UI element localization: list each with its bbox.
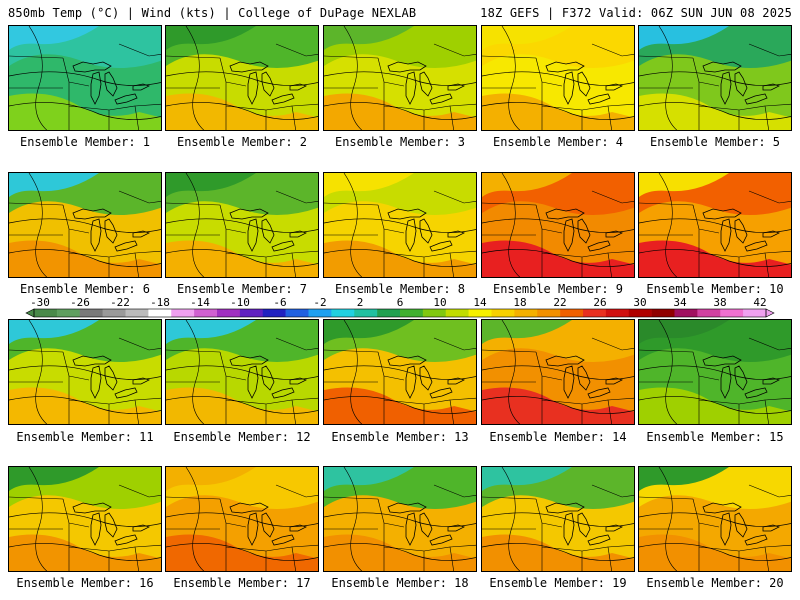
colorbar-swatch — [262, 309, 286, 317]
colorbar-swatch — [331, 309, 355, 317]
ensemble-member-map — [481, 25, 635, 131]
ensemble-member-map — [638, 319, 792, 425]
ensemble-member-map — [8, 25, 162, 131]
ensemble-member-label: Ensemble Member: 15 — [646, 430, 784, 444]
colorbar-swatch — [491, 309, 515, 317]
colorbar-tick-label: -2 — [313, 296, 327, 309]
colorbar-swatch — [514, 309, 538, 317]
header-run-info: 18Z GEFS | F372 Valid: 06Z SUN JUN 08 20… — [480, 6, 792, 20]
colorbar-tick-label: 14 — [473, 296, 487, 309]
ensemble-member-label: Ensemble Member: 20 — [646, 576, 784, 590]
colorbar-swatch — [422, 309, 447, 317]
colorbar-tick-label: 26 — [593, 296, 607, 309]
ensemble-member-label: Ensemble Member: 14 — [489, 430, 627, 444]
colorbar-swatch — [537, 309, 561, 317]
colorbar-swatch — [79, 309, 103, 317]
ensemble-member-label: Ensemble Member: 18 — [331, 576, 469, 590]
colorbar-swatch — [651, 309, 675, 317]
ensemble-member-map — [165, 466, 319, 572]
colorbar-swatch — [56, 309, 81, 317]
colorbar-tick-label: 18 — [513, 296, 527, 309]
ensemble-member-label: Ensemble Member: 9 — [492, 282, 624, 296]
ensemble-member-label: Ensemble Member: 12 — [173, 430, 311, 444]
colorbar-swatch — [308, 309, 332, 317]
colorbar-swatch — [239, 309, 264, 317]
colorbar-swatch — [560, 309, 584, 317]
colorbar-swatch — [102, 309, 126, 317]
colorbar-swatch — [354, 309, 378, 317]
ensemble-member-map — [8, 172, 162, 278]
ensemble-member-label: Ensemble Member: 8 — [334, 282, 466, 296]
ensemble-member-label: Ensemble Member: 4 — [492, 135, 624, 149]
ensemble-member-map — [481, 172, 635, 278]
ensemble-member-label: Ensemble Member: 17 — [173, 576, 311, 590]
ensemble-member-map — [323, 172, 477, 278]
ensemble-member-map — [638, 172, 792, 278]
ensemble-member-label: Ensemble Member: 16 — [16, 576, 154, 590]
colorbar-swatch — [697, 309, 721, 317]
ensemble-member-label: Ensemble Member: 13 — [331, 430, 469, 444]
header-title: 850mb Temp (°C) | Wind (kts) | College o… — [8, 6, 417, 20]
colorbar-swatch — [400, 309, 424, 317]
ensemble-member-label: Ensemble Member: 19 — [489, 576, 627, 590]
ensemble-member-map — [165, 172, 319, 278]
colorbar-tick-label: -22 — [110, 296, 130, 309]
temperature-colorbar: -30 -26 -22 -18 -14 -10 -6 -2 2 6 10 14 18 22 26 30 34 38… — [0, 296, 800, 320]
colorbar-swatch — [125, 309, 149, 317]
colorbar-tick-label: -30 — [30, 296, 50, 309]
colorbar-swatch — [285, 309, 309, 317]
ensemble-member-label: Ensemble Member: 6 — [19, 282, 151, 296]
colorbar-tick-label: -26 — [70, 296, 90, 309]
colorbar-swatch — [720, 309, 744, 317]
colorbar-swatch — [674, 309, 698, 317]
colorbar-swatch — [583, 309, 607, 317]
colorbar-swatch — [217, 309, 241, 317]
ensemble-member-map — [8, 319, 162, 425]
ensemble-member-map — [638, 466, 792, 572]
ensemble-member-map — [165, 25, 319, 131]
colorbar-swatch — [148, 309, 172, 317]
colorbar-tick-label: 34 — [673, 296, 687, 309]
ensemble-member-map — [323, 319, 477, 425]
ensemble-member-label: Ensemble Member: 1 — [19, 135, 151, 149]
colorbar-swatch — [194, 309, 218, 317]
colorbar-tick-label: -6 — [273, 296, 287, 309]
colorbar-swatch — [628, 309, 652, 317]
colorbar-tick-label: -10 — [230, 296, 250, 309]
colorbar-swatch — [468, 309, 492, 317]
colorbar-tick-label: 22 — [553, 296, 567, 309]
colorbar-swatch — [34, 309, 58, 317]
ensemble-member-map — [481, 319, 635, 425]
colorbar-tick-label: -18 — [150, 296, 170, 309]
ensemble-member-label: Ensemble Member: 5 — [649, 135, 781, 149]
ensemble-member-map — [481, 466, 635, 572]
colorbar-tick-label: 10 — [433, 296, 447, 309]
ensemble-member-label: Ensemble Member: 3 — [334, 135, 466, 149]
ensemble-member-map — [323, 466, 477, 572]
ensemble-member-map — [8, 466, 162, 572]
ensemble-member-label: Ensemble Member: 10 — [646, 282, 784, 296]
colorbar-tick-label: 6 — [396, 296, 404, 309]
ensemble-member-map — [323, 25, 477, 131]
colorbar-tick-label: 2 — [356, 296, 364, 309]
ensemble-member-label: Ensemble Member: 7 — [176, 282, 308, 296]
ensemble-member-label: Ensemble Member: 2 — [176, 135, 308, 149]
ensemble-member-map — [638, 25, 792, 131]
colorbar-tick-label: 30 — [633, 296, 647, 309]
ensemble-member-label: Ensemble Member: 11 — [16, 430, 154, 444]
colorbar-tick-label: 38 — [713, 296, 727, 309]
colorbar-swatch — [377, 309, 401, 317]
colorbar-strip — [25, 308, 775, 318]
colorbar-swatch — [605, 309, 630, 317]
ensemble-member-map — [165, 319, 319, 425]
colorbar-swatch — [171, 309, 195, 317]
colorbar-swatch — [743, 309, 767, 317]
colorbar-tick-label: 42 — [753, 296, 767, 309]
colorbar-swatch — [445, 309, 469, 317]
colorbar-tick-label: -14 — [190, 296, 210, 309]
